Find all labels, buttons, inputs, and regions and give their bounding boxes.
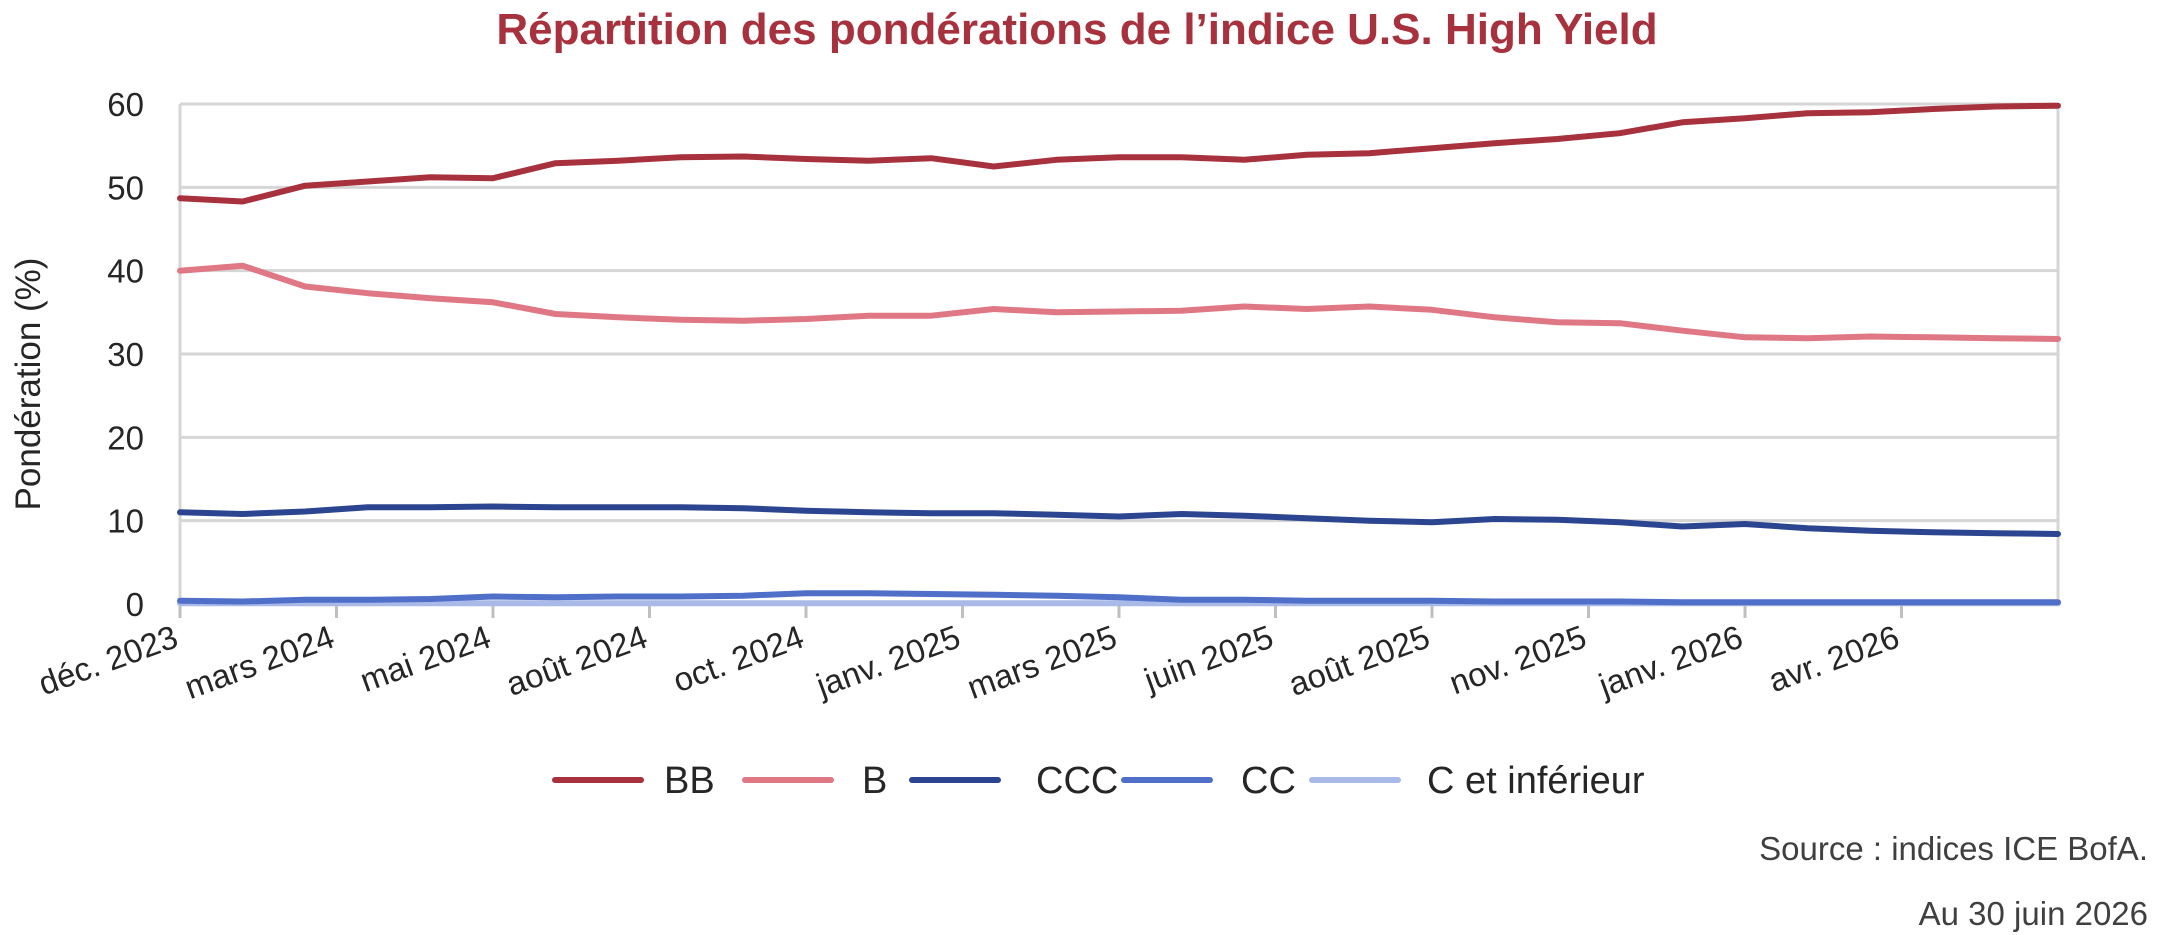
- x-tick-label: mars 2025: [962, 618, 1121, 706]
- y-axis-ticks: 0 10 20 30 40 50 60: [107, 86, 144, 623]
- y-tick-label: 50: [107, 169, 144, 206]
- y-tick-label: 20: [107, 419, 144, 456]
- x-tick-label: juin 2025: [1138, 618, 1277, 699]
- y-axis-label: Pondération (%): [9, 258, 48, 511]
- plot-area: [177, 102, 2061, 607]
- x-tick-label: août 2025: [1284, 618, 1435, 703]
- legend: BB B CCC CC C et inférieur: [552, 760, 1645, 802]
- x-tick-label: déc. 2023: [34, 618, 183, 702]
- chart-title: Répartition des pondérations de l’indice…: [496, 5, 1657, 54]
- as-of-date: Au 30 juin 2026: [1919, 895, 2148, 932]
- y-tick-label: 0: [126, 586, 144, 623]
- legend-label: C et inférieur: [1427, 760, 1645, 802]
- x-tick-label: avr. 2026: [1764, 618, 1904, 699]
- x-tick-label: mars 2024: [180, 618, 339, 706]
- source-note: Source : indices ICE BofA.: [1759, 830, 2148, 867]
- legend-label: CC: [1241, 760, 1296, 802]
- x-tick-label: janv. 2026: [1593, 618, 1747, 704]
- series-line-bb: [177, 102, 2061, 205]
- y-tick-label: 30: [107, 336, 144, 373]
- y-tick-label: 60: [107, 86, 144, 123]
- x-tick-label: mai 2024: [355, 618, 495, 699]
- gridlines: [178, 102, 2060, 606]
- series-line-cc: [177, 590, 2061, 606]
- legend-label: B: [862, 760, 887, 802]
- legend-label: CCC: [1036, 760, 1118, 802]
- series-line-b: [177, 262, 2061, 342]
- y-tick-label: 10: [107, 503, 144, 540]
- series-line-ccc: [177, 503, 2061, 537]
- x-tick-label: janv. 2025: [810, 618, 964, 704]
- x-tick-label: août 2024: [501, 618, 652, 703]
- legend-label: BB: [664, 760, 715, 802]
- x-tick-label: nov. 2025: [1444, 618, 1591, 702]
- x-tick-label: oct. 2024: [668, 618, 808, 699]
- y-tick-label: 40: [107, 253, 144, 290]
